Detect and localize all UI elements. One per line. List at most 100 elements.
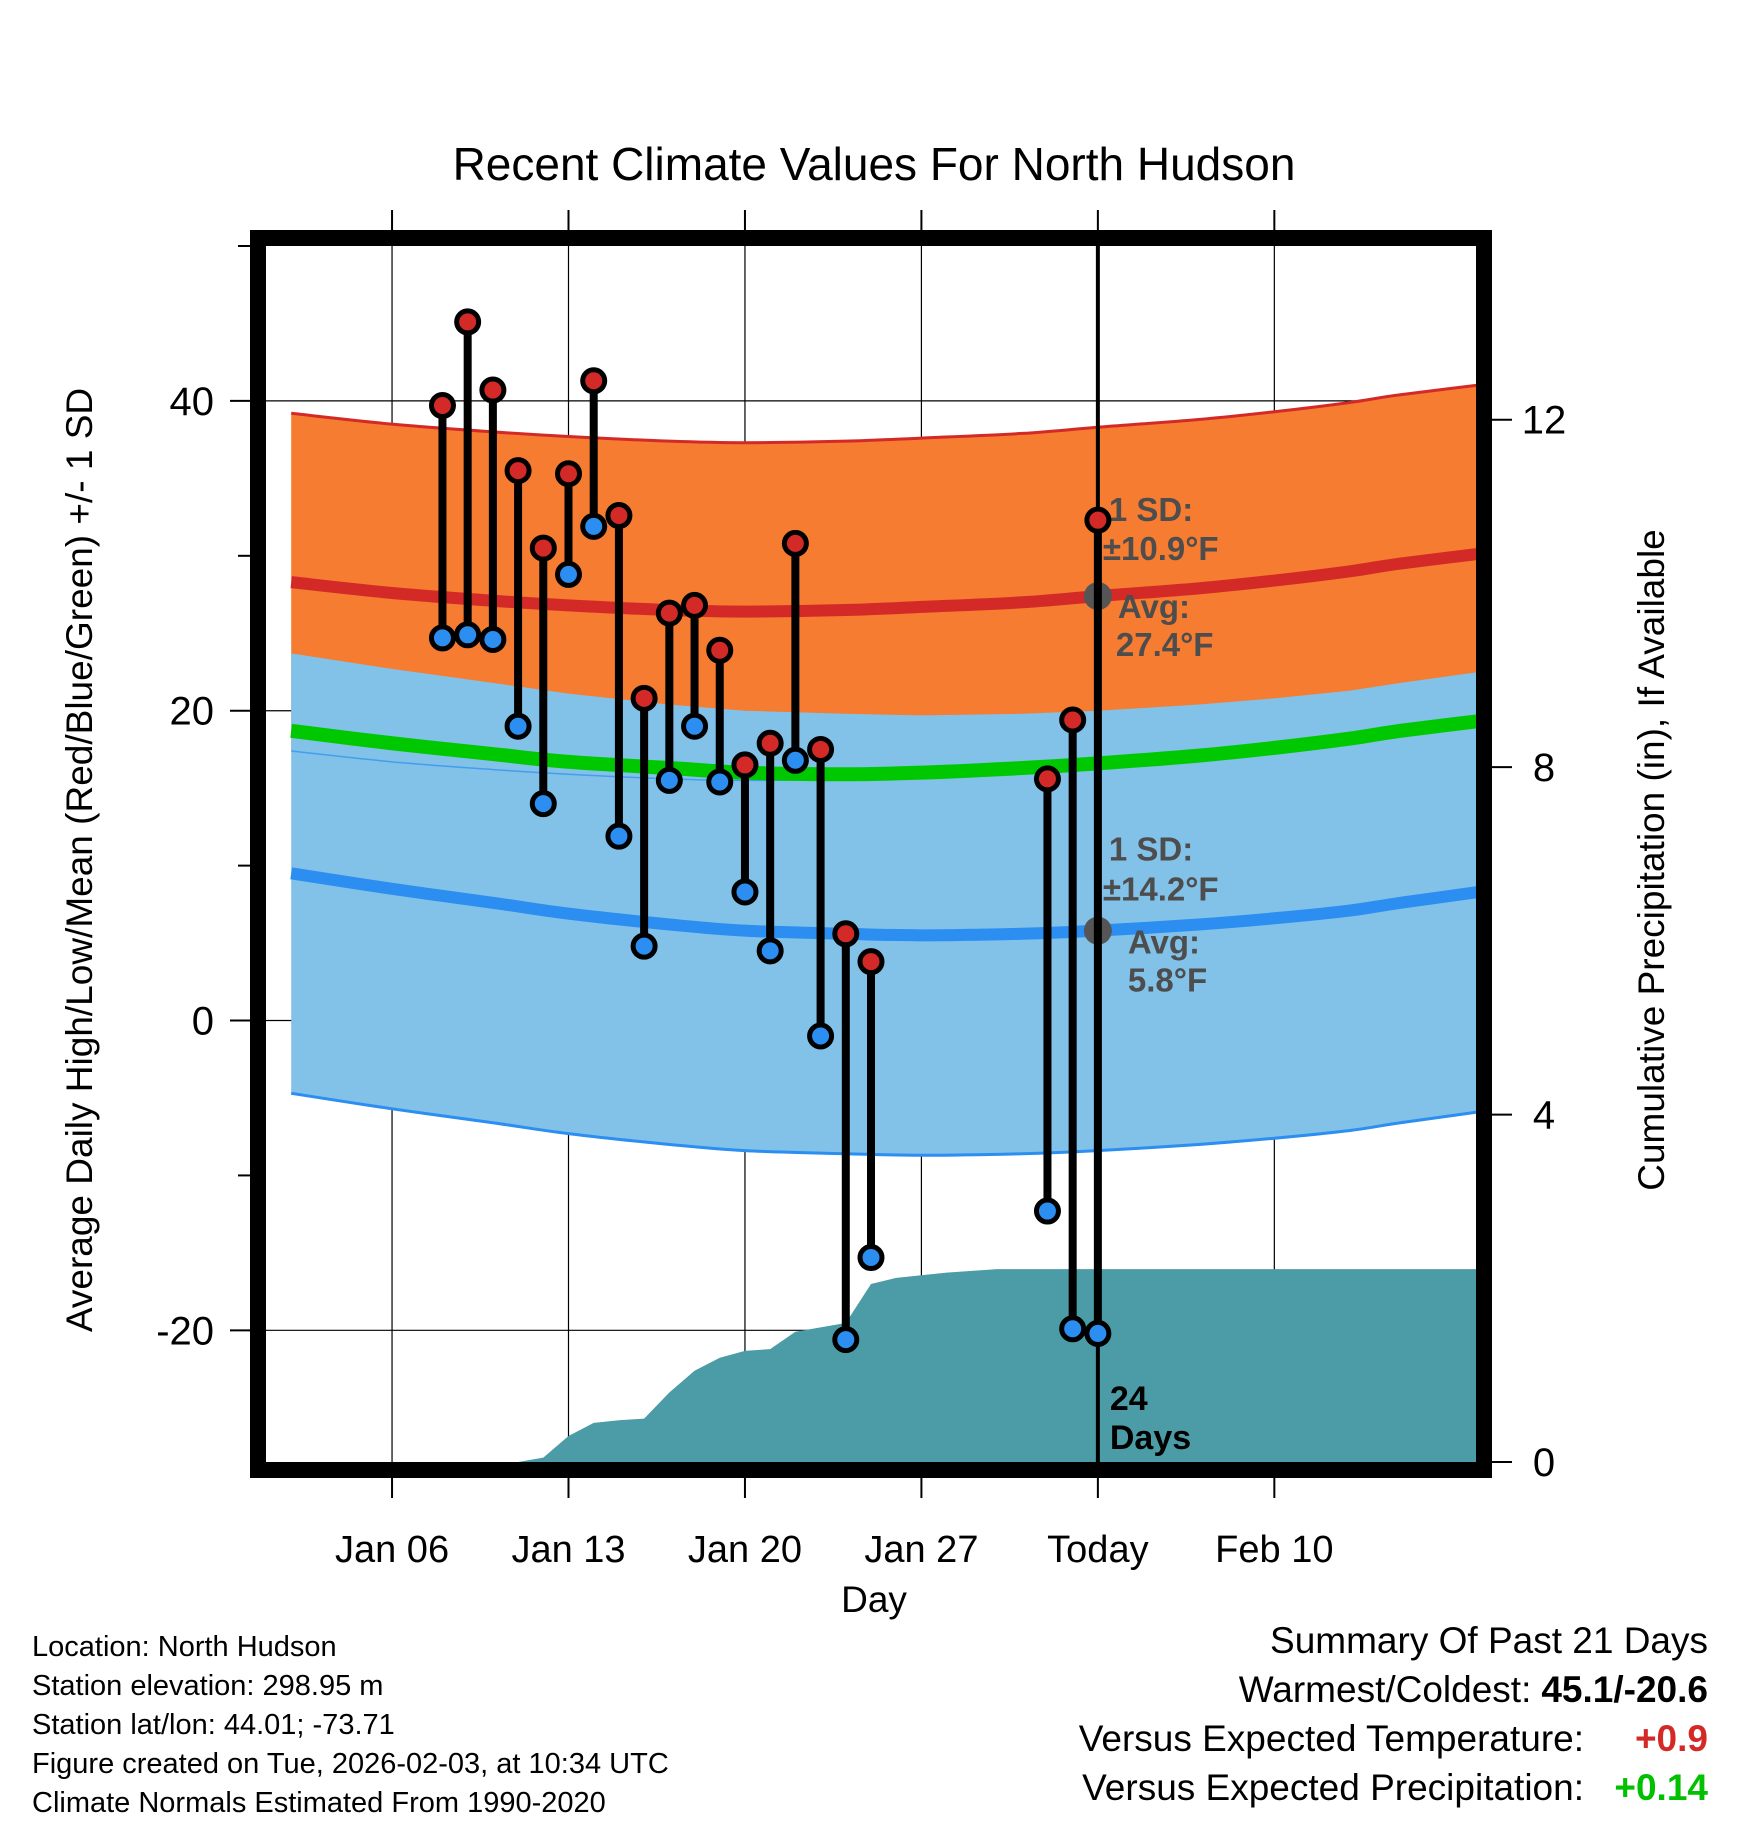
observed-low-point: [1059, 1315, 1087, 1343]
high-sd-upper-edge: [291, 383, 1477, 445]
x-tick-label: Jan 20: [688, 1529, 802, 1571]
observed-high-point: [605, 502, 633, 530]
temp-label: Versus Expected Temperature:: [1078, 1718, 1584, 1759]
precip-area-fill: [417, 1269, 1477, 1463]
observed-low-point: [1033, 1197, 1061, 1225]
normals-text: Climate Normals Estimated From 1990-2020: [32, 1787, 606, 1819]
observed-low-point: [807, 1022, 835, 1050]
observed-high-point: [479, 376, 507, 404]
observed-low-point: [454, 621, 482, 649]
summary-title: Summary Of Past 21 Days: [1270, 1620, 1708, 1661]
observed-high-point: [706, 636, 734, 664]
observed-low-point: [655, 766, 683, 794]
high-avg-value: 27.4°F: [1116, 626, 1214, 663]
station-info: Location: North Hudson Station elevation…: [32, 1628, 669, 1823]
observed-high-point: [529, 534, 557, 562]
precip-value: +0.14: [1614, 1767, 1708, 1808]
y2-axis-label: Cumulative Precipitation (in), If Availa…: [1631, 529, 1672, 1191]
observed-low-point: [832, 1326, 860, 1354]
observed-high-point: [832, 920, 860, 948]
observed-low-point: [479, 625, 507, 653]
observed-high-point: [781, 529, 809, 557]
observed-low-point: [706, 768, 734, 796]
temp-value: +0.9: [1634, 1718, 1708, 1759]
observed-high-point: [857, 948, 885, 976]
low-avg-title: Avg:: [1128, 924, 1200, 961]
observed-high-point: [504, 457, 532, 485]
x-tick-label: Today: [1047, 1529, 1148, 1571]
observed-high-point: [630, 684, 658, 712]
observed-high-point: [1084, 506, 1112, 534]
elevation-text: Station elevation: 298.95 m: [32, 1670, 384, 1702]
y-tick-label: -20: [156, 1309, 214, 1353]
y-tick-label: 0: [192, 1000, 214, 1044]
observed-low-point: [529, 790, 557, 818]
days-count: 24: [1110, 1380, 1148, 1418]
observed-low-point: [781, 746, 809, 774]
precip-label: Versus Expected Precipitation:: [1082, 1767, 1584, 1808]
observed-low-point: [857, 1244, 885, 1272]
latlon-text: Station lat/lon: 44.01; -73.71: [32, 1709, 395, 1741]
observed-low-point: [428, 624, 456, 652]
observations: [428, 308, 1112, 1354]
warm-cold-label: Warmest/Coldest:: [1238, 1669, 1532, 1710]
observed-high-point: [454, 308, 482, 336]
observed-low-point: [630, 932, 658, 960]
high-sd-value: ±10.9°F: [1103, 530, 1219, 567]
high-avg-title: Avg:: [1118, 588, 1190, 625]
x-tick-label: Jan 13: [511, 1529, 625, 1571]
observed-low-point: [555, 560, 582, 588]
observed-low-point: [756, 937, 784, 965]
observed-low-point: [504, 712, 532, 740]
days-word: Days: [1110, 1419, 1191, 1457]
normal-mean-line: [290, 714, 1477, 782]
observed-high-point: [807, 735, 835, 763]
summary-temp: Versus Expected Temperature: +0.9: [1079, 1714, 1708, 1763]
y-tick-label: 40: [170, 380, 215, 424]
observed-low-point: [580, 512, 608, 540]
x-tick-label: Feb 10: [1215, 1529, 1333, 1571]
low-sd-band: [291, 653, 1477, 1156]
low-sd-title: 1 SD:: [1109, 831, 1193, 868]
observed-high-point: [1033, 765, 1061, 793]
observed-high-point: [555, 460, 582, 488]
y-axis-label: Average Daily High/Low/Mean (Red/Blue/Gr…: [59, 388, 100, 1332]
observed-low-point: [1084, 1319, 1112, 1347]
low-sd-value: ±14.2°F: [1103, 871, 1219, 908]
chart-title: Recent Climate Values For North Hudson: [453, 138, 1296, 190]
observed-high-point: [1059, 706, 1087, 734]
normal-low-line: [290, 867, 1477, 942]
summary-warm-cold: Warmest/Coldest: 45.1/-20.6: [1079, 1665, 1708, 1714]
y2-tick-label: 0: [1533, 1441, 1555, 1485]
observed-low-point: [681, 712, 709, 740]
observed-low-point: [731, 878, 759, 906]
location-text: Location: North Hudson: [32, 1631, 337, 1663]
normal-high-line: [290, 548, 1477, 618]
y2-tick-label: 4: [1533, 1094, 1555, 1138]
plot-border: [250, 230, 1492, 1478]
observed-high-point: [580, 367, 608, 395]
observed-high-point: [731, 751, 759, 779]
low-avg-value: 5.8°F: [1128, 962, 1207, 999]
summary-precip: Versus Expected Precipitation: +0.14: [1079, 1763, 1708, 1812]
created-text: Figure created on Tue, 2026-02-03, at 10…: [32, 1748, 669, 1780]
low-sd-lower-edge: [290, 1091, 1477, 1157]
observed-high-point: [756, 729, 784, 757]
high-sd-title: 1 SD:: [1109, 491, 1193, 528]
x-axis-label: Day: [841, 1579, 907, 1620]
observed-high-point: [655, 599, 683, 627]
y2-tick-label: 12: [1522, 399, 1567, 443]
summary-panel: Summary Of Past 21 Days Warmest/Coldest:…: [1079, 1616, 1708, 1812]
y2-tick-label: 8: [1533, 746, 1555, 790]
observed-low-point: [605, 822, 633, 850]
high-sd-band: [291, 385, 1477, 781]
observed-high-point: [681, 591, 709, 619]
x-tick-label: Jan 27: [864, 1529, 978, 1571]
plot-frame: [250, 230, 1492, 1478]
y-tick-label: 20: [170, 690, 215, 734]
axes: -20 0 20 40 0 4 8 12 Jan 06 Jan 13 Jan 20 Jan 27 Tod…: [156, 210, 1566, 1571]
warm-cold-value: 45.1/-20.6: [1541, 1669, 1708, 1710]
normal-bands: [290, 383, 1477, 1157]
